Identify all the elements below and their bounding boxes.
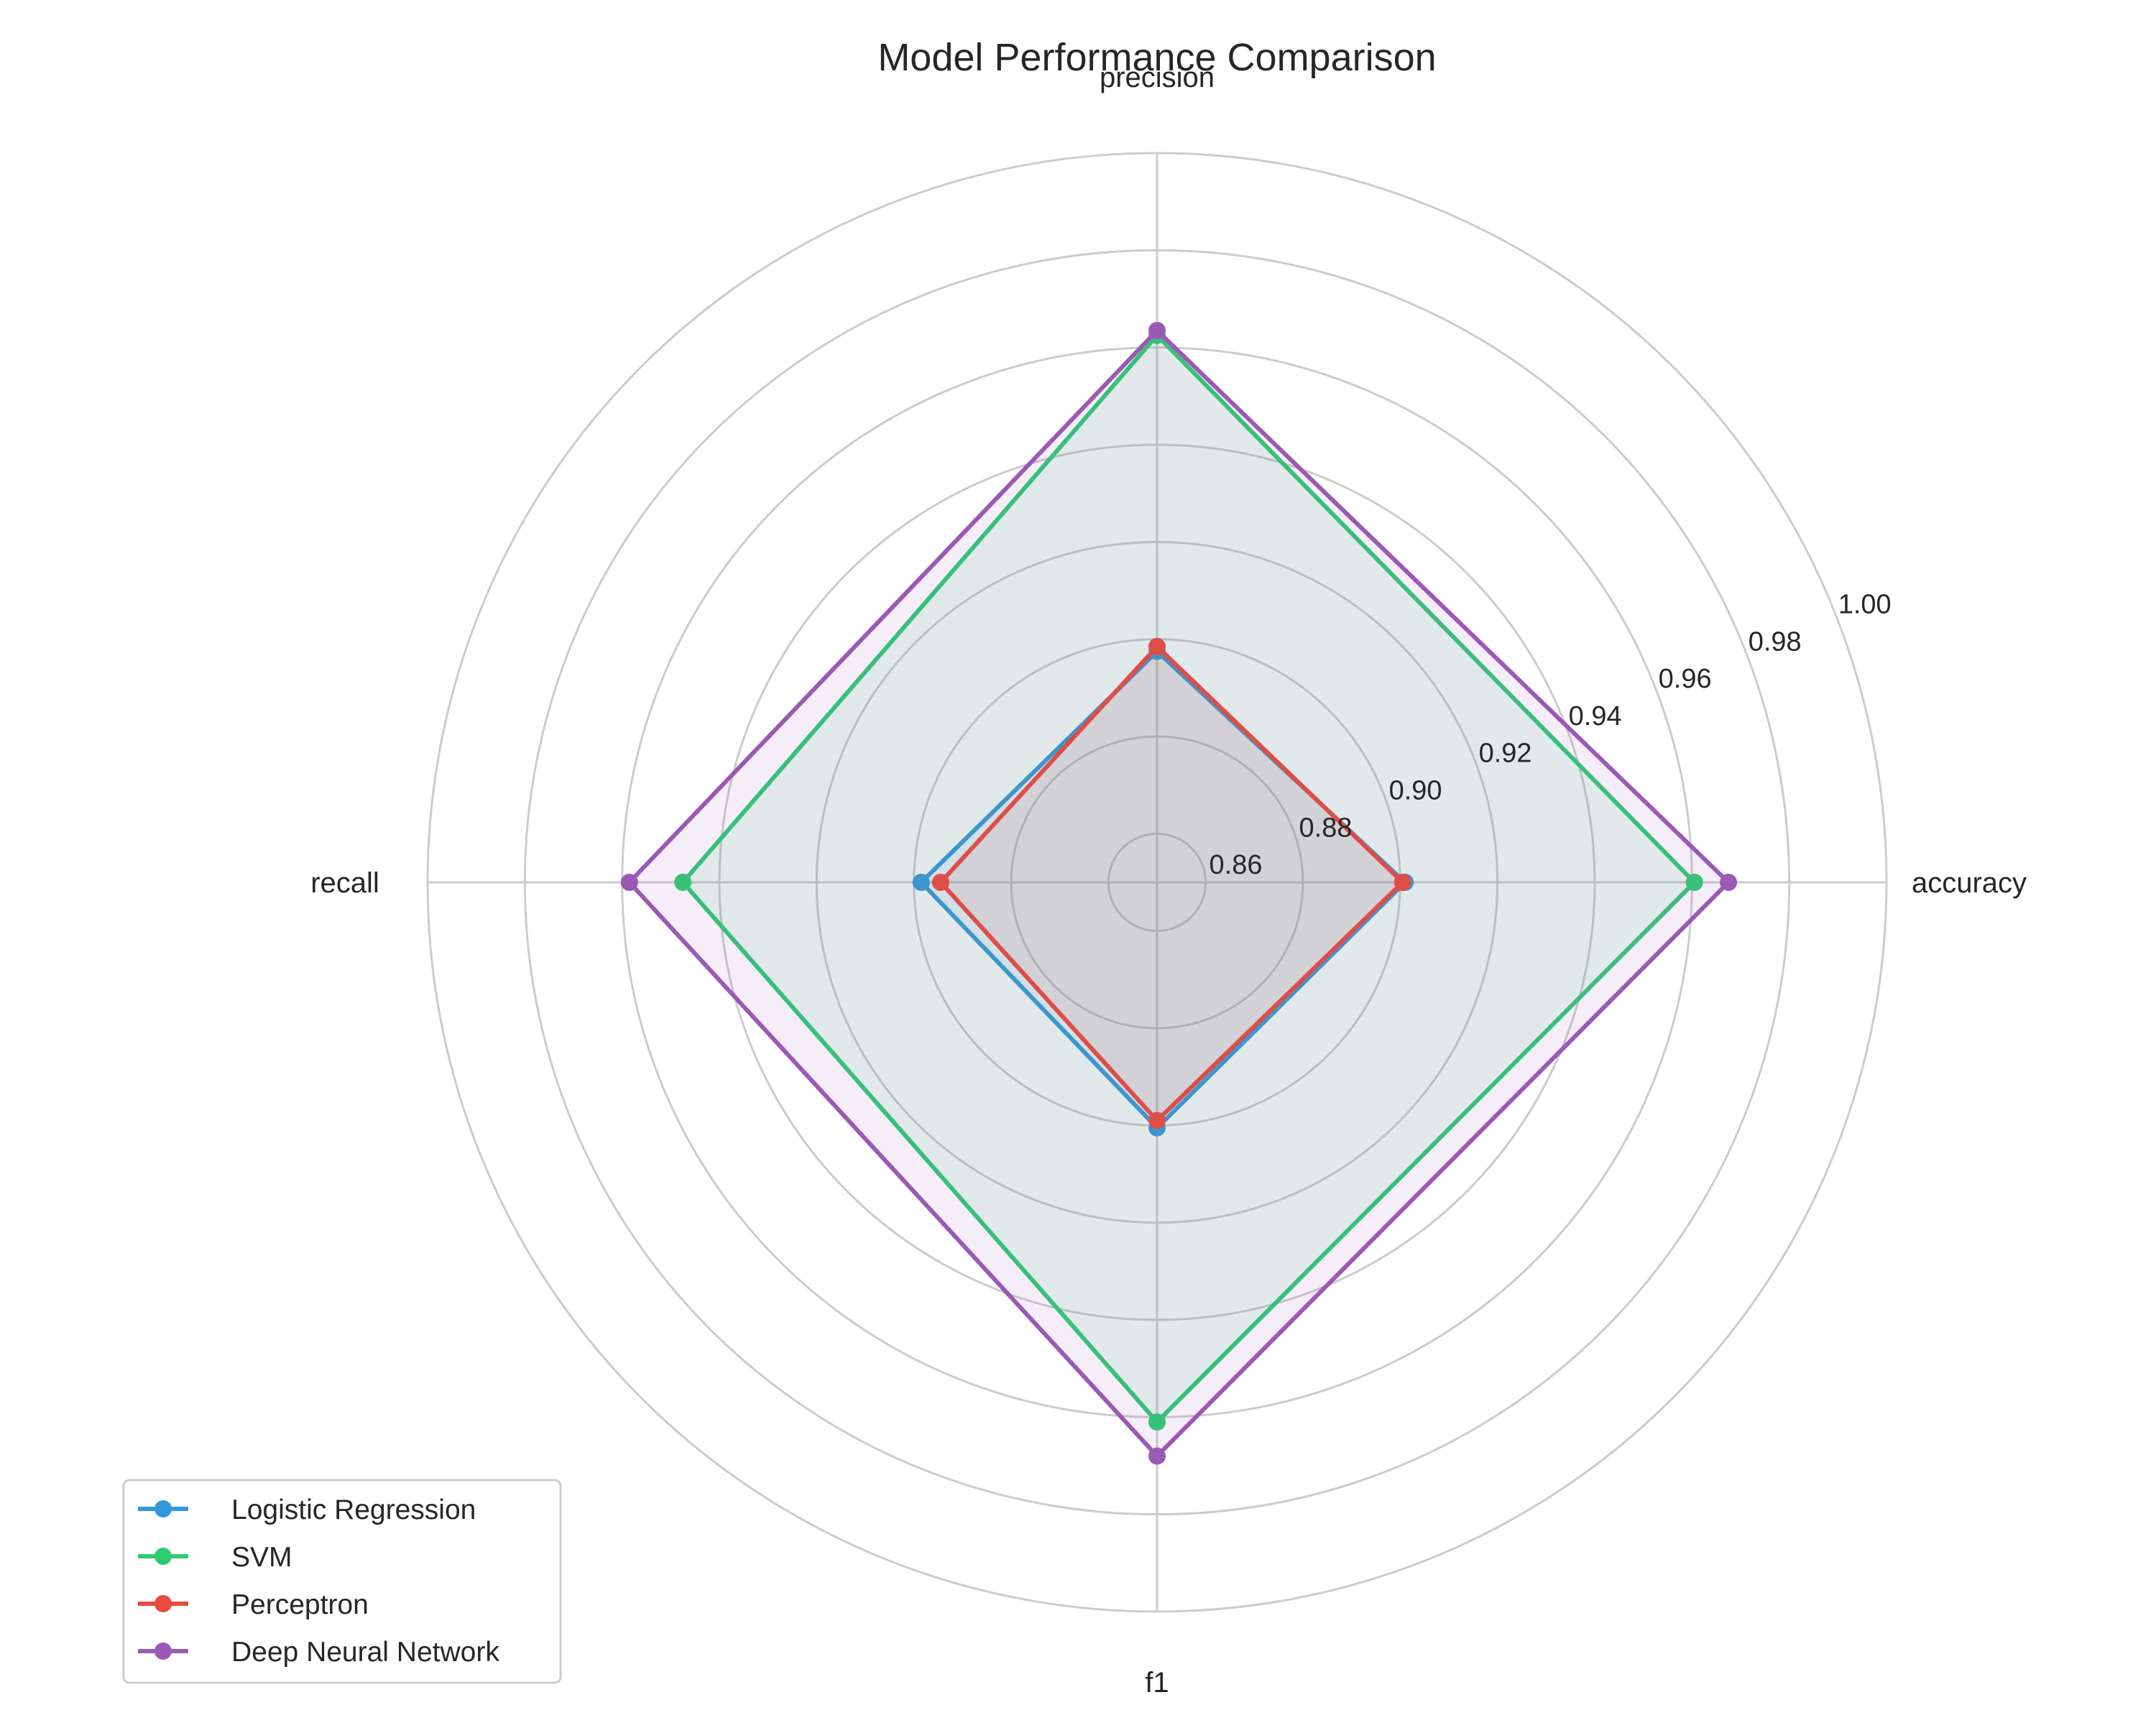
data-point	[1720, 874, 1738, 891]
chart-title: Model Performance Comparison	[877, 36, 1436, 79]
legend-label: Perceptron	[231, 1589, 369, 1620]
data-point	[1148, 321, 1166, 339]
axis-label-accuracy: accuracy	[1912, 867, 2027, 899]
data-point	[674, 874, 692, 891]
r-tick-label: 0.98	[1749, 627, 1802, 657]
legend-label: Deep Neural Network	[231, 1637, 499, 1668]
data-point	[1393, 874, 1411, 891]
legend: Logistic Regression SVM Perceptron Deep Neu…	[122, 1479, 562, 1684]
data-point	[1148, 1447, 1166, 1465]
r-tick-label: 0.92	[1479, 739, 1532, 769]
r-tick-label: 0.94	[1569, 701, 1622, 731]
data-point	[912, 874, 930, 891]
series-fill	[683, 335, 1695, 1423]
data-point	[1148, 1413, 1166, 1431]
r-tick-label: 1.00	[1838, 590, 1892, 620]
r-tick-label: 0.88	[1299, 813, 1353, 843]
legend-swatch-marker	[155, 1500, 172, 1517]
legend-swatch-marker	[155, 1595, 172, 1612]
legend-swatch-marker	[155, 1642, 172, 1660]
data-point	[1148, 1112, 1166, 1129]
r-tick-label: 0.96	[1659, 664, 1712, 694]
legend-label: Logistic Regression	[231, 1494, 476, 1525]
data-point	[620, 874, 638, 891]
data-point	[1685, 874, 1703, 891]
axis-label-precision: precision	[1100, 62, 1215, 93]
legend-label: SVM	[231, 1542, 292, 1573]
series-fill	[629, 331, 1729, 1456]
legend-swatch-marker	[155, 1548, 172, 1565]
axis-label-f1: f1	[1145, 1667, 1169, 1699]
labels-layer: 0.86 0.88 0.90 0.92 0.94 0.96 0.98 1.00 accuracy…	[310, 62, 2027, 1699]
series-layer	[620, 321, 1738, 1465]
data-point	[931, 874, 949, 891]
legend-box	[122, 1479, 562, 1684]
r-tick-label: 0.86	[1210, 850, 1263, 880]
series-fill	[940, 646, 1403, 1121]
data-point	[1148, 637, 1166, 655]
axis-label-recall: recall	[310, 867, 379, 899]
r-tick-label: 0.90	[1389, 776, 1442, 806]
